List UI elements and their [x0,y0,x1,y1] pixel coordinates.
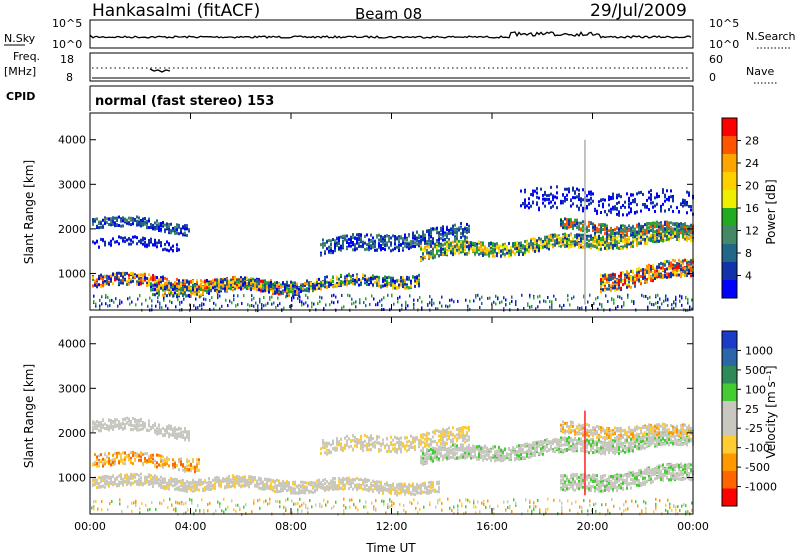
ytick-label: 1000 [58,267,86,280]
colorbar-tick: -500 [745,461,770,474]
noise-left-label: N.Sky [4,32,36,45]
velocity-heatmap [91,410,694,517]
colorbar-tick: 8 [745,247,752,260]
freq-tick-bottom: 8 [66,71,73,84]
nave-label: Nave [746,65,774,78]
colorbar-swatch [722,453,737,472]
colorbar-tick: 12 [745,225,759,238]
colorbar-swatch [722,262,737,281]
power-heatmap [92,139,694,313]
colorbar-tick: -25 [745,422,763,435]
noise-panel: N.Sky 10^5 10^0 10^5 10^0 N.Search [4,17,796,51]
colorbar-tick: 28 [745,135,759,148]
colorbar-swatch [722,118,737,137]
xtick-label: 20:00 [577,520,609,533]
ytick-label: 3000 [58,178,86,191]
ytick-label: 4000 [58,134,86,147]
xtick-label: 00:00 [677,520,709,533]
colorbar-swatch [722,244,737,263]
colorbar-swatch [722,208,737,227]
ytick-label: 3000 [58,382,86,395]
ytick-label: 1000 [58,471,86,484]
velocity-ylabel: Slant Range [km] [22,364,36,468]
station-title: Hankasalmi (fitACF) [92,1,260,21]
colorbar-swatch [722,418,737,437]
xtick-label: 12:00 [376,520,408,533]
colorbar-swatch [722,488,737,507]
cpid-label: CPID [6,90,35,103]
power-colorbar: 28 24 20 16 12 8 4 [721,117,759,299]
freq-panel: Freq. [MHz] 18 8 60 0 Nave [4,50,778,84]
velocity-xlabel: Time UT [365,541,416,554]
noise-right-label: N.Search [746,30,796,43]
nave-tick-top: 60 [709,53,723,66]
colorbar-swatch [722,226,737,245]
colorbar-swatch [722,383,737,402]
power-ylabel: Slant Range [km] [22,160,36,264]
velocity-colorbar-label: Velocity [m s⁻¹] [764,365,778,458]
colorbar-swatch [722,401,737,419]
xtick-label: 16:00 [476,520,508,533]
freq-label-2: [MHz] [4,65,36,78]
colorbar-swatch [722,280,737,299]
nave-tick-bottom: 0 [709,71,716,84]
ytick-label: 4000 [58,338,86,351]
noise-left-tick-top: 10^5 [52,17,82,30]
colorbar-swatch [722,366,737,384]
freq-label-1: Freq. [13,50,40,63]
colorbar-tick: 16 [745,202,759,215]
colorbar-tick: 1000 [745,344,773,357]
colorbar-swatch [722,348,737,367]
beam-title: Beam 08 [355,5,422,23]
colorbar-tick: 4 [745,270,752,283]
colorbar-tick: 100 [745,383,766,396]
colorbar-swatch [722,471,737,489]
freq-tick-top: 18 [60,53,74,66]
colorbar-tick: -100 [745,442,770,455]
xtick-label: 00:00 [74,520,106,533]
noise-right-tick-bottom: 10^0 [709,38,739,51]
power-panel: 1000 2000 3000 4000 Slant Range [km] 28 24 20… [22,112,778,313]
colorbar-tick: 500 [745,364,766,377]
cpid-panel: CPID normal (fast stereo) 153 [6,85,694,111]
colorbar-swatch [722,190,737,209]
date-title: 29/Jul/2009 [590,1,687,21]
colorbar-tick: 24 [745,157,759,170]
colorbar-swatch [722,436,737,454]
velocity-panel: 1000 2000 3000 4000 00:00 04:00 08:00 12:00 16:… [22,113,778,554]
cpid-value: normal (fast stereo) 153 [95,94,274,109]
colorbar-swatch [722,136,737,155]
velocity-colorbar: 1000 500 100 25 -25 -100 -500 -1000 [721,330,777,507]
colorbar-tick: 25 [745,403,759,416]
colorbar-swatch [722,331,737,349]
ytick-label: 2000 [58,223,86,236]
xtick-label: 04:00 [175,520,207,533]
colorbar-swatch [722,154,737,173]
noise-left-tick-bottom: 10^0 [52,38,82,51]
colorbar-swatch [722,172,737,191]
noise-trace [90,31,692,39]
colorbar-tick: -1000 [745,481,777,494]
ytick-label: 2000 [58,427,86,440]
noise-right-tick-top: 10^5 [709,17,739,30]
power-colorbar-label: Power [dB] [764,179,778,244]
colorbar-tick: 20 [745,180,759,193]
xtick-label: 08:00 [275,520,307,533]
